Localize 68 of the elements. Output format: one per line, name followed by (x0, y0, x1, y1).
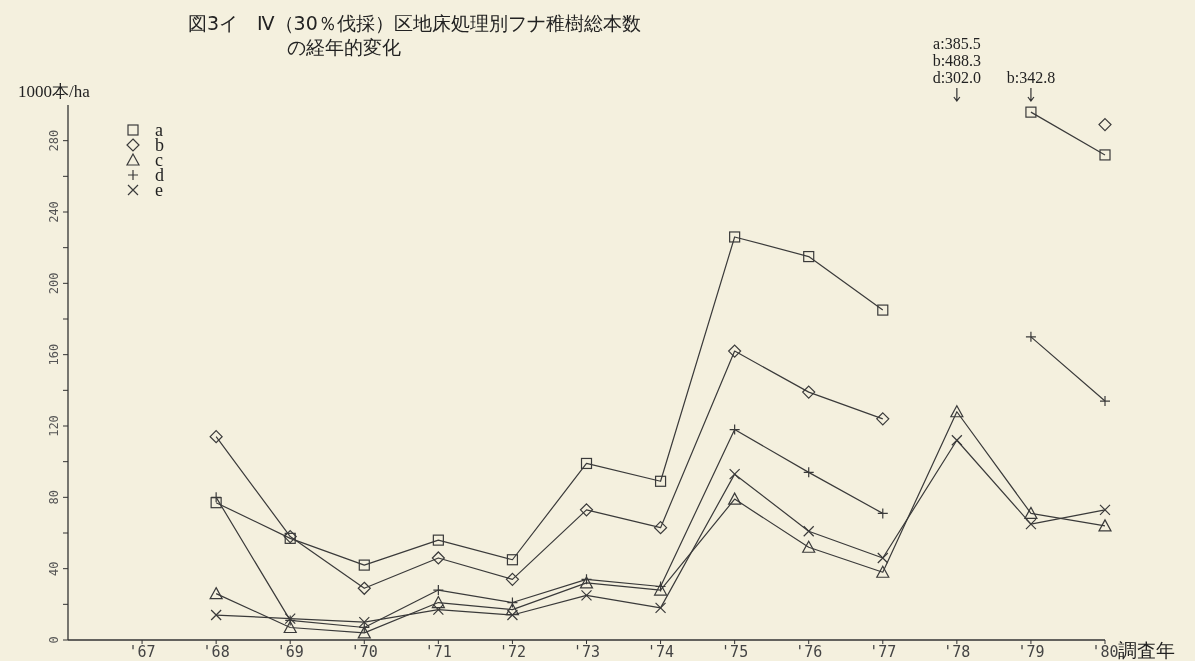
x-tick-label: '70 (350, 643, 378, 661)
x-tick-label: '74 (647, 643, 675, 661)
point (653, 521, 668, 535)
point (1025, 106, 1037, 118)
x-tick-label: '73 (572, 643, 601, 661)
point (209, 430, 223, 444)
x-tick-label: '79 (1017, 643, 1045, 661)
point (728, 344, 742, 358)
point (506, 609, 519, 621)
point (729, 468, 741, 480)
point (357, 626, 371, 639)
x-tick-label: '77 (869, 643, 897, 661)
text: b:342.8 (1006, 69, 1056, 86)
point (728, 492, 742, 505)
y-tick-label: 0 (47, 636, 61, 644)
legend-label: b (155, 135, 164, 155)
point (950, 405, 964, 418)
point (210, 497, 222, 509)
y-tick-label: 160 (47, 343, 61, 366)
y-axis-title: 1000本/ha (18, 82, 91, 101)
point (358, 559, 370, 571)
point (803, 525, 815, 537)
y-tick-label: 80 (47, 490, 61, 505)
x-tick-label: '72 (498, 643, 526, 661)
x-tick-label: '76 (795, 643, 823, 661)
x-tick-label: '75 (721, 643, 749, 661)
point (729, 231, 741, 243)
y-tick-label: 280 (47, 129, 61, 152)
point (1098, 519, 1112, 532)
y-tick-label: 40 (47, 561, 61, 576)
x-tick-label: '68 (202, 643, 230, 661)
point (506, 554, 519, 566)
point (876, 412, 890, 426)
x-tick-label: '71 (424, 643, 452, 661)
y-tick-label: 120 (47, 415, 61, 437)
chart-title: 図3イ Ⅳ（30％伐採）区地床処理別フナ稚樹総本数の経年的変化 (188, 12, 641, 58)
point (951, 434, 963, 446)
point (877, 304, 889, 316)
point (1024, 506, 1038, 519)
point (876, 565, 890, 578)
point (432, 534, 444, 546)
point (431, 551, 445, 565)
y-tick-label: 200 (47, 272, 61, 295)
point (209, 587, 223, 600)
point (1099, 504, 1111, 516)
point (505, 603, 520, 616)
point (210, 609, 222, 621)
x-tick-label: '80 (1091, 643, 1119, 661)
text: a:385.5 b:488.3 d:302.0 (932, 35, 982, 86)
point (1099, 149, 1111, 161)
point (357, 581, 371, 595)
point (877, 552, 889, 564)
x-tick-label: '78 (943, 643, 971, 661)
point (803, 250, 815, 263)
point (802, 385, 816, 399)
point (654, 475, 667, 487)
point (579, 503, 594, 517)
point (431, 595, 445, 609)
y-tick-label: 240 (47, 201, 61, 223)
point (505, 572, 520, 586)
point (580, 457, 593, 470)
point (579, 576, 594, 589)
point (802, 540, 816, 553)
x-axis-title: 調査年 (1118, 639, 1175, 661)
point (1098, 118, 1112, 132)
x-tick-label: '67 (128, 643, 156, 661)
x-tick-label: '69 (276, 643, 304, 661)
point (283, 620, 297, 634)
